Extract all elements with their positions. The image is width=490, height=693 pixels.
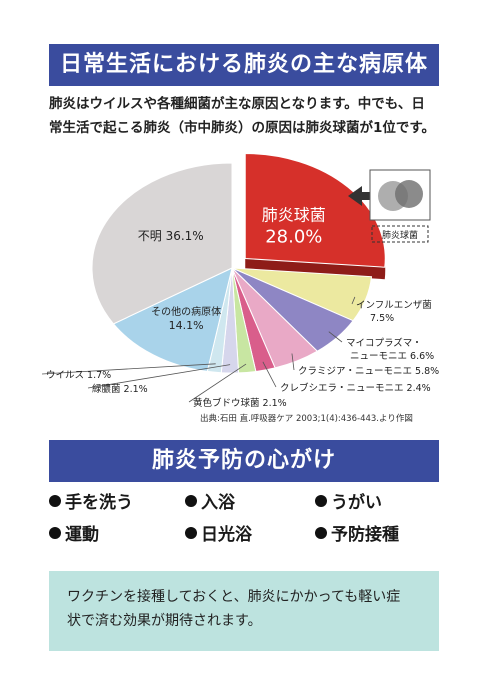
leader-line xyxy=(262,361,277,388)
slice-label: インフルエンザ菌 xyxy=(356,299,432,311)
prevention-title: 肺炎予防の心がけ xyxy=(49,440,439,482)
bacteria-inset: 肺炎球菌 xyxy=(348,169,431,243)
tip-label: 手を洗う xyxy=(65,493,133,513)
note-line: ワクチンを接種しておくと、肺炎にかかっても軽い症 xyxy=(67,589,401,605)
arrow-icon xyxy=(348,186,374,206)
slice-value: ニューモニエ 6.6% xyxy=(350,351,434,362)
slice-value: 7.5% xyxy=(370,313,394,324)
intro-line: 肺炎はウイルスや各種細菌が主な原因となります。中でも、日 xyxy=(49,96,425,112)
chart-source: 出典:石田 直.呼吸器ケア 2003;1(4):436-443.より作図 xyxy=(200,414,413,424)
tip-label: 入浴 xyxy=(201,493,235,513)
tip-item: 運動 xyxy=(49,520,99,545)
leader-line xyxy=(291,353,295,371)
tip-item: うがい xyxy=(315,488,382,513)
tip-label: うがい xyxy=(331,493,382,513)
slice-label: マイコプラズマ・ xyxy=(346,337,422,349)
slice-label: 黄色ブドウ球菌 2.1% xyxy=(193,397,287,409)
bullet-icon xyxy=(185,495,197,507)
bacteria-photo xyxy=(395,180,423,208)
bullet-icon xyxy=(185,527,197,539)
leader-line xyxy=(188,363,247,403)
tip-label: 予防接種 xyxy=(331,525,399,545)
slice-value: 14.1% xyxy=(169,319,204,332)
leader-line xyxy=(328,331,343,343)
leader-line xyxy=(351,296,356,305)
bullet-icon xyxy=(315,527,327,539)
slice-value: 28.0% xyxy=(265,227,322,248)
inset-label-frame xyxy=(371,225,429,243)
note-line: 状で済む効果が期待されます。 xyxy=(67,613,262,629)
intro-text: 肺炎はウイルスや各種細菌が主な原因となります。中でも、日 常生活で起こる肺炎（市… xyxy=(49,92,444,140)
pie-chart: 肺炎球菌 肺炎球菌 28.0% インフルエンザ菌 7.5% マイコプラズマ・ニューモニエ… xyxy=(41,153,439,409)
slice-label: その他の病原体 xyxy=(151,305,221,318)
inset-label: 肺炎球菌 xyxy=(382,229,418,241)
bullet-icon xyxy=(49,495,61,507)
tip-label: 日光浴 xyxy=(201,525,252,545)
tip-item: 予防接種 xyxy=(315,520,399,545)
leader-line xyxy=(87,364,231,389)
leader-line xyxy=(41,363,216,375)
tip-item: 入浴 xyxy=(185,488,235,513)
tip-item: 日光浴 xyxy=(185,520,252,545)
page-title: 日常生活における肺炎の主な病原体 xyxy=(49,44,439,86)
intro-line: 常生活で起こる肺炎（市中肺炎）の原因は肺炎球菌が1位です。 xyxy=(49,120,436,136)
tip-label: 運動 xyxy=(65,525,99,545)
slice-label: 緑膿菌 2.1% xyxy=(92,383,148,395)
bullet-icon xyxy=(49,527,61,539)
slice-label: 肺炎球菌 xyxy=(262,206,326,225)
slice-label: 不明 36.1% xyxy=(138,229,204,243)
slice-label: クレブシエラ・ニューモニエ 2.4% xyxy=(280,382,431,394)
vaccine-note: ワクチンを接種しておくと、肺炎にかかっても軽い症 状で済む効果が期待されます。 xyxy=(49,571,439,651)
pie-slice xyxy=(244,153,386,268)
bullet-icon xyxy=(315,495,327,507)
pie-slice xyxy=(91,162,233,325)
slice-label: ウイルス 1.7% xyxy=(46,370,111,381)
pie-slice xyxy=(112,267,233,372)
slice-label: クラミジア・ニューモニエ 5.8% xyxy=(298,366,439,377)
tip-item: 手を洗う xyxy=(49,488,133,513)
